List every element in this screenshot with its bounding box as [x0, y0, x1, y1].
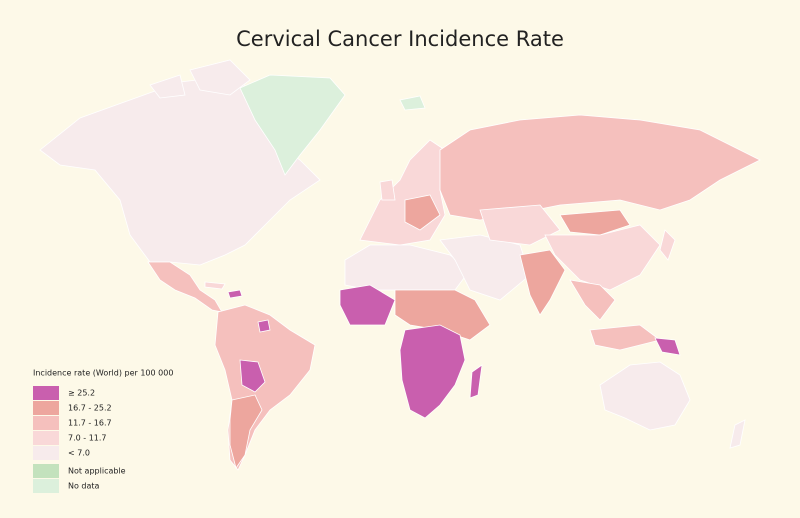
- central-asia: [479, 204, 561, 246]
- greenland: [239, 74, 346, 176]
- west-africa: [339, 284, 396, 326]
- legend-swatch: [33, 431, 59, 445]
- madagascar: [469, 364, 483, 399]
- svalbard: [399, 95, 426, 111]
- central-sahel: [394, 289, 491, 341]
- indonesia: [589, 324, 661, 351]
- world-map: [39, 59, 761, 471]
- middle-east: [439, 234, 531, 301]
- new-zealand: [729, 419, 746, 449]
- legend-label: 16.7 - 25.2: [68, 404, 112, 413]
- legend-swatch: [33, 446, 59, 460]
- legend-label: ≥ 25.2: [68, 389, 95, 398]
- legend-swatch: [33, 464, 59, 478]
- japan: [659, 229, 676, 261]
- russia: [439, 114, 761, 221]
- legend-title: Incidence rate (World) per 100 000: [33, 369, 173, 378]
- legend: Incidence rate (World) per 100 000 ≥ 25.…: [33, 369, 173, 493]
- legend-swatch: [33, 416, 59, 430]
- arctic-islands: [149, 59, 251, 99]
- legend-swatch: [33, 386, 59, 400]
- southern-africa: [399, 324, 466, 419]
- cuba: [204, 281, 226, 290]
- papua-new-guinea: [654, 337, 681, 356]
- haiti: [227, 289, 243, 299]
- bolivia-paraguay: [239, 319, 271, 393]
- argentina: [229, 394, 263, 469]
- australia: [599, 361, 691, 431]
- eastern-europe: [404, 194, 441, 231]
- southeast-asia: [569, 279, 616, 321]
- legend-swatch: [33, 479, 59, 493]
- legend-label: < 7.0: [68, 449, 90, 458]
- india: [519, 249, 566, 316]
- uk: [379, 179, 396, 201]
- legend-label: 11.7 - 16.7: [68, 419, 112, 428]
- china: [544, 224, 661, 291]
- legend-label: No data: [68, 482, 100, 491]
- legend-label: 7.0 - 11.7: [68, 434, 107, 443]
- map-title: Cervical Cancer Incidence Rate: [236, 27, 564, 51]
- legend-label: Not applicable: [68, 467, 126, 476]
- legend-swatch: [33, 401, 59, 415]
- mongolia: [559, 209, 631, 236]
